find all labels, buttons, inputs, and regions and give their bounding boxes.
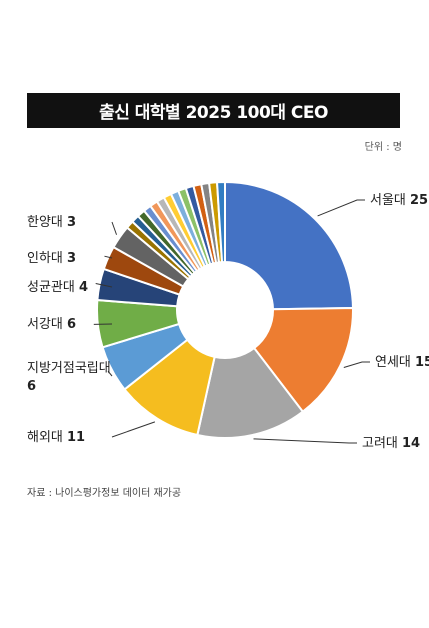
slice-label: 해외대 11	[27, 430, 85, 445]
slice-label: 고려대 14	[362, 436, 420, 451]
leader-line	[111, 221, 118, 235]
leader-line	[317, 199, 365, 217]
slice-label: 연세대 15	[375, 355, 429, 370]
leader-line	[343, 361, 370, 369]
slice-label: 서강대 6	[27, 317, 76, 332]
leader-line	[95, 283, 113, 288]
leader-line	[107, 370, 113, 377]
leader-line	[104, 255, 113, 259]
source-note: 자료 : 나이스평가정보 데이터 재가공	[27, 488, 182, 499]
unit-note: 단위 : 명	[364, 142, 402, 153]
pie-slice-other	[215, 180, 226, 264]
chart-title: 출신 대학별 2025 100대 CEO	[27, 93, 400, 128]
slice-label: 지방거점국립대 6	[27, 361, 111, 394]
leader-line	[253, 438, 357, 444]
slice-label: 인하대 3	[27, 251, 76, 266]
leader-line	[111, 421, 156, 438]
pie-slice-연세대	[252, 306, 354, 414]
pie-slice-서울대	[224, 180, 355, 311]
slice-label: 성균관대 4	[27, 280, 88, 295]
slice-label: 한양대 3	[27, 215, 76, 230]
slice-label: 서울대 25	[370, 193, 428, 208]
